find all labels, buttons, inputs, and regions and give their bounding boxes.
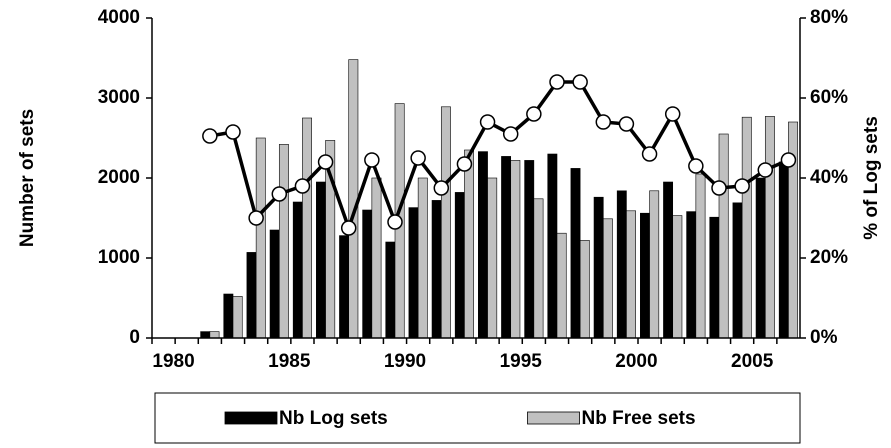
marker — [688, 158, 704, 174]
marker — [664, 106, 681, 122]
bar — [593, 196, 604, 339]
bar — [440, 106, 451, 339]
bar — [454, 192, 465, 339]
legend-label: Nb Free sets — [582, 408, 696, 429]
bar — [417, 177, 428, 339]
x-tick-label: 1995 — [500, 351, 543, 372]
marker — [641, 146, 658, 162]
marker — [479, 114, 496, 130]
bar — [348, 59, 359, 339]
y2-tick-label: 40% — [810, 167, 848, 188]
marker — [734, 178, 750, 194]
bar — [672, 215, 683, 339]
legend-swatch — [527, 411, 580, 425]
x-tick-label: 2005 — [731, 351, 774, 372]
bar — [431, 200, 442, 339]
marker — [780, 152, 797, 168]
y2-tick-label: 0% — [810, 327, 838, 348]
bar — [501, 156, 512, 339]
bar — [232, 296, 243, 339]
y-tick-label: 2000 — [98, 167, 140, 188]
marker — [317, 154, 334, 170]
legend-swatch — [224, 411, 278, 425]
bar — [741, 116, 752, 339]
bar — [547, 153, 558, 339]
bar — [371, 177, 382, 339]
bar — [464, 149, 474, 339]
bar — [778, 161, 789, 339]
x-tick-label: 1990 — [384, 351, 426, 372]
bar — [478, 151, 488, 339]
bar — [385, 241, 396, 339]
y2-tick-label: 80% — [810, 7, 848, 28]
marker — [248, 210, 264, 226]
bar — [292, 201, 303, 339]
bar — [570, 168, 581, 339]
bar — [695, 173, 706, 339]
bar — [626, 210, 636, 339]
bar — [579, 240, 590, 339]
bar — [649, 190, 660, 339]
bar — [255, 137, 266, 339]
marker — [456, 156, 473, 172]
bar — [339, 235, 350, 339]
y-tick-label: 3000 — [98, 87, 140, 108]
bar — [663, 181, 674, 339]
marker — [410, 150, 426, 166]
bar — [686, 211, 697, 339]
bar — [533, 198, 544, 339]
bar — [556, 232, 567, 339]
bar — [524, 160, 535, 339]
bar — [764, 116, 775, 339]
x-tick-label: 2000 — [615, 351, 657, 372]
bar — [209, 331, 220, 339]
x-tick-label: 1980 — [152, 351, 194, 372]
marker — [572, 74, 588, 90]
y-axis-title: Number of sets — [17, 109, 38, 247]
marker — [202, 128, 218, 144]
marker — [595, 114, 612, 130]
y2-tick-label: 20% — [810, 247, 848, 268]
marker — [433, 180, 450, 196]
bar — [362, 209, 373, 339]
y2-tick-label: 60% — [810, 87, 848, 108]
bar — [616, 190, 627, 339]
bar — [246, 252, 257, 339]
marker — [340, 220, 357, 236]
marker — [294, 178, 311, 194]
marker — [618, 116, 635, 132]
bar — [223, 293, 234, 339]
bar — [640, 212, 650, 339]
bar — [302, 117, 312, 339]
bar — [316, 181, 326, 339]
marker — [387, 214, 403, 230]
x-tick-label: 1985 — [268, 351, 311, 372]
y-tick-label: 1000 — [98, 247, 140, 268]
y2-axis-title: % of Log sets — [861, 116, 882, 240]
marker — [526, 106, 542, 122]
bar — [732, 202, 743, 339]
bar — [755, 177, 766, 339]
bar — [510, 160, 521, 339]
bar — [487, 177, 498, 339]
marker — [549, 74, 565, 90]
marker — [711, 180, 727, 196]
bar — [718, 133, 729, 339]
bar — [269, 229, 280, 339]
marker — [502, 126, 519, 142]
y-tick-label: 0 — [129, 327, 140, 348]
y-tick-label: 4000 — [98, 7, 140, 28]
marker — [364, 152, 380, 168]
marker — [271, 186, 288, 202]
bar — [200, 331, 211, 339]
marker — [225, 124, 241, 140]
bar — [408, 207, 419, 339]
marker — [757, 162, 774, 178]
bar — [709, 216, 720, 339]
legend-label: Nb Log sets — [279, 408, 388, 429]
bar — [602, 218, 613, 339]
bar — [278, 144, 289, 339]
